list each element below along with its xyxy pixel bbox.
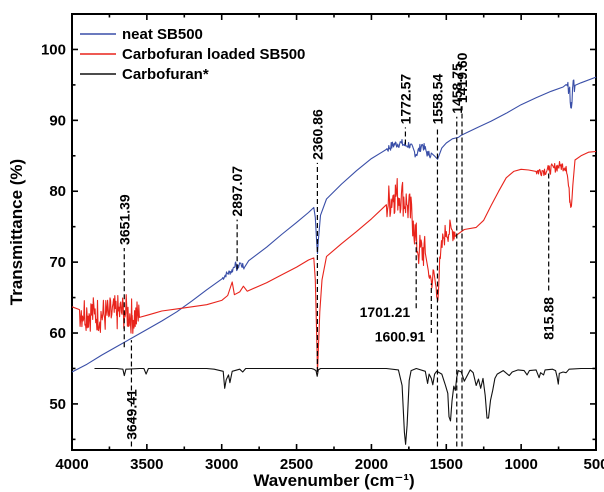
series-line-carbofuran <box>94 367 596 445</box>
peak-label: 2360.86 <box>309 109 325 160</box>
y-tick-label: 80 <box>49 183 66 200</box>
series-line-carbofuran-loaded-sb500 <box>71 150 597 373</box>
y-tick-label: 70 <box>49 254 66 271</box>
y-tick-label: 60 <box>49 325 66 342</box>
x-tick-label: 4000 <box>55 456 88 473</box>
peak-label: 1558.54 <box>429 74 445 125</box>
peak-label: 1701.21 <box>360 304 411 320</box>
series-line-neat-sb500 <box>71 76 597 373</box>
x-axis: 4000 3500 3000 2500 2000 1500 1000 500 <box>55 14 604 473</box>
y-axis: 50 60 70 80 90 100 <box>41 13 596 441</box>
x-tick-label: 1000 <box>504 456 537 473</box>
legend-label: neat SB500 <box>122 26 203 43</box>
x-tick-label: 2500 <box>280 456 313 473</box>
legend: neat SB500 Carbofuran loaded SB500 Carbofu… <box>80 26 305 83</box>
peak-label: 2897.07 <box>229 166 245 217</box>
annotation-layer: 3651.39 2897.07 2360.86 1772.57 1558.54 1458.… <box>116 52 557 447</box>
peak-label: 1772.57 <box>397 74 413 125</box>
legend-label: Carbofuran loaded SB500 <box>122 46 305 63</box>
x-tick-label: 3000 <box>205 456 238 473</box>
y-axis-title: Transmittance (%) <box>7 159 26 305</box>
peak-label: 1458.75 <box>449 63 465 114</box>
peak-label: 1600.91 <box>375 329 426 345</box>
peak-label: 815.88 <box>541 297 557 340</box>
legend-label: Carbofuran* <box>122 66 209 83</box>
y-tick-label: 90 <box>49 112 66 129</box>
series-layer <box>71 76 597 445</box>
x-tick-label: 2000 <box>355 456 388 473</box>
y-tick-label: 50 <box>49 396 66 413</box>
x-tick-label: 1500 <box>430 456 463 473</box>
peak-label: 3649.41 <box>123 389 139 440</box>
x-tick-label: 3500 <box>130 456 163 473</box>
peak-label: 1419.60 <box>454 52 470 103</box>
peak-label: 3651.39 <box>116 194 132 245</box>
x-axis-title: Wavenumber (cm⁻¹) <box>253 471 414 490</box>
x-tick-label: 500 <box>583 456 604 473</box>
y-tick-label: 100 <box>41 41 66 58</box>
